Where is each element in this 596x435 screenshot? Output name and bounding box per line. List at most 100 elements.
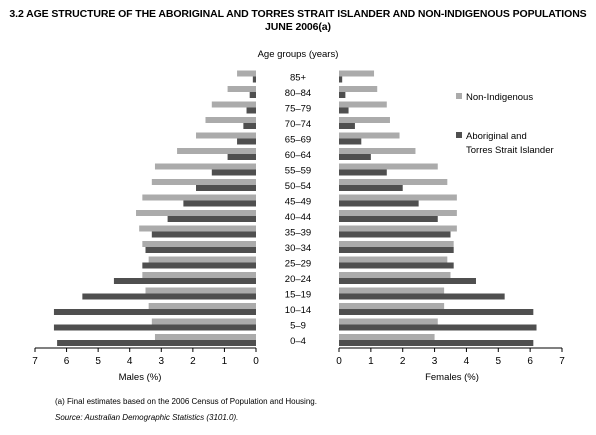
bar-male-non-indigenous: [237, 70, 256, 77]
bar-male-indigenous: [249, 92, 256, 98]
bar-female-indigenous: [339, 92, 346, 98]
legend-swatch-non-indigenous: [456, 93, 462, 99]
bar-female-non-indigenous: [339, 163, 438, 170]
bar-male-non-indigenous: [151, 179, 256, 185]
male-x-tick-label: 6: [64, 356, 70, 367]
age-group-label: 60–64: [285, 150, 311, 161]
bar-female-non-indigenous: [339, 256, 448, 263]
male-axis-title: Males (%): [119, 372, 162, 383]
female-x-tick-label: 5: [496, 356, 502, 367]
age-group-label: 25–29: [285, 258, 311, 269]
legend-label-indigenous-line2: Torres Strait Islander: [466, 145, 554, 156]
age-group-label: 85+: [290, 72, 307, 83]
bar-male-indigenous: [227, 154, 256, 160]
age-group-label: 5–9: [290, 320, 306, 331]
bar-male-indigenous: [167, 216, 256, 222]
male-x-tick-label: 0: [253, 356, 259, 367]
bar-male-indigenous: [151, 231, 256, 238]
bar-female-indigenous: [339, 107, 349, 114]
bar-male-non-indigenous: [154, 163, 256, 170]
age-group-label: 45–49: [285, 196, 311, 207]
bar-male-indigenous: [113, 278, 256, 284]
bar-female-non-indigenous: [339, 132, 400, 139]
age-group-label: 55–59: [285, 165, 311, 176]
chart-title: 3.2 AGE STRUCTURE OF THE ABORIGINAL AND …: [0, 8, 596, 34]
age-group-label: 0–4: [290, 336, 306, 347]
bar-female-non-indigenous: [339, 117, 390, 123]
bar-male-indigenous: [243, 123, 256, 129]
female-x-tick-label: 3: [432, 356, 438, 367]
male-x-tick-label: 1: [222, 356, 228, 367]
bar-male-non-indigenous: [205, 117, 256, 123]
bar-male-indigenous: [183, 200, 256, 207]
bar-male-indigenous: [237, 138, 256, 145]
bar-female-non-indigenous: [339, 303, 445, 309]
bar-female-non-indigenous: [339, 241, 454, 247]
bar-male-non-indigenous: [211, 101, 256, 108]
bar-female-non-indigenous: [339, 70, 375, 77]
bar-male-non-indigenous: [148, 303, 256, 309]
legend-label-indigenous-line1: Aboriginal and: [466, 131, 527, 142]
age-group-label: 65–69: [285, 134, 311, 145]
age-group-label: 35–39: [285, 227, 311, 238]
footnote: (a) Final estimates based on the 2006 Ce…: [55, 397, 317, 406]
age-group-label: 15–19: [285, 289, 311, 300]
bar-male-non-indigenous: [142, 272, 256, 278]
bar-male-non-indigenous: [148, 256, 256, 263]
bar-female-non-indigenous: [339, 194, 457, 201]
age-group-label: 10–14: [285, 305, 311, 316]
bar-female-non-indigenous: [339, 210, 457, 216]
bar-male-indigenous: [82, 293, 256, 300]
bar-female-indigenous: [339, 262, 454, 269]
female-x-tick-label: 1: [368, 356, 374, 367]
bar-female-indigenous: [339, 123, 355, 129]
female-x-tick-label: 0: [336, 356, 342, 367]
bar-female-indigenous: [339, 247, 454, 253]
male-x-tick-label: 2: [190, 356, 196, 367]
bar-female-indigenous: [339, 169, 387, 176]
bar-male-indigenous: [53, 309, 256, 315]
bar-male-indigenous: [196, 185, 256, 191]
bar-male-non-indigenous: [151, 318, 256, 325]
age-group-label: 70–74: [285, 119, 311, 130]
male-x-tick-label: 5: [95, 356, 101, 367]
age-group-label: 40–44: [285, 212, 311, 223]
bar-male-non-indigenous: [142, 241, 256, 247]
bar-female-indigenous: [339, 293, 505, 300]
age-group-label: 20–24: [285, 274, 311, 285]
bar-female-non-indigenous: [339, 101, 387, 108]
chart-title-line1: 3.2 AGE STRUCTURE OF THE ABORIGINAL AND …: [9, 8, 587, 20]
female-x-tick-label: 4: [464, 356, 470, 367]
bar-male-indigenous: [211, 169, 256, 176]
bar-male-indigenous: [142, 262, 256, 269]
bar-male-non-indigenous: [139, 225, 256, 232]
bar-female-indigenous: [339, 185, 403, 191]
bar-female-non-indigenous: [339, 287, 445, 294]
bar-female-non-indigenous: [339, 334, 435, 340]
male-x-tick-label: 3: [159, 356, 165, 367]
bar-female-non-indigenous: [339, 225, 457, 232]
chart-title-line2: JUNE 2006(a): [265, 21, 331, 33]
bar-male-non-indigenous: [177, 148, 256, 154]
bar-female-indigenous: [339, 309, 534, 315]
bar-female-non-indigenous: [339, 86, 378, 92]
bar-female-indigenous: [339, 200, 419, 207]
female-x-tick-label: 2: [400, 356, 406, 367]
female-x-tick-label: 7: [559, 356, 565, 367]
legend-swatch-indigenous: [456, 132, 462, 138]
bar-female-non-indigenous: [339, 148, 416, 154]
male-x-tick-label: 7: [32, 356, 38, 367]
bar-male-indigenous: [53, 324, 256, 331]
bar-male-non-indigenous: [136, 210, 256, 216]
age-group-label: 50–54: [285, 181, 311, 192]
male-x-tick-label: 4: [127, 356, 133, 367]
bar-female-indigenous: [339, 340, 534, 346]
category-axis-label: Age groups (years): [258, 49, 339, 60]
bar-male-non-indigenous: [142, 194, 256, 201]
source-note: Source: Australian Demographic Statistic…: [55, 413, 239, 422]
age-group-label: 30–34: [285, 243, 311, 254]
bar-male-non-indigenous: [145, 287, 256, 294]
bar-female-indigenous: [339, 154, 371, 160]
bar-male-indigenous: [57, 340, 256, 346]
